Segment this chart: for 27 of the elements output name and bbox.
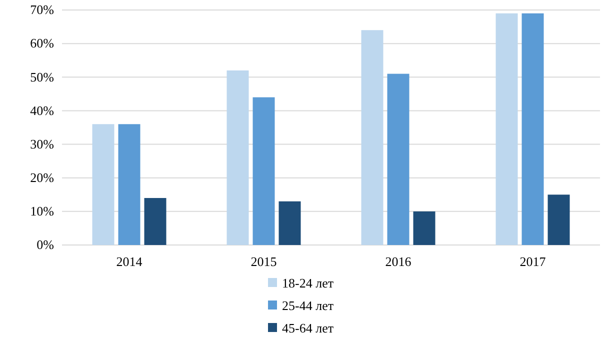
y-tick-label: 40% xyxy=(30,102,54,118)
y-tick-label: 60% xyxy=(30,36,54,51)
y-tick-label: 20% xyxy=(30,170,54,186)
legend-label: 45-64 лет xyxy=(282,320,334,336)
y-tick-label: 0% xyxy=(36,237,54,252)
x-tick-label: 2017 xyxy=(520,254,546,270)
x-tick-label: 2015 xyxy=(250,254,277,270)
y-tick-label: 50% xyxy=(30,69,54,84)
x-tick-label: 2016 xyxy=(385,254,412,270)
bar xyxy=(548,194,570,245)
bar xyxy=(92,124,114,245)
bar xyxy=(144,198,166,245)
bar xyxy=(387,74,410,245)
legend-label: 25-44 лет xyxy=(282,298,334,313)
bar xyxy=(496,13,518,245)
y-tick-label: 10% xyxy=(30,204,54,219)
bar xyxy=(361,30,384,245)
x-tick-label: 2014 xyxy=(116,254,143,270)
bar xyxy=(522,13,544,245)
bar xyxy=(226,70,249,245)
bar xyxy=(118,124,140,245)
legend-label: 18-24 лет xyxy=(282,276,334,290)
y-tick-label: 70% xyxy=(30,2,54,18)
bar xyxy=(278,201,301,245)
y-tick-label: 30% xyxy=(30,136,54,152)
bar xyxy=(252,97,275,245)
bar xyxy=(413,211,436,245)
